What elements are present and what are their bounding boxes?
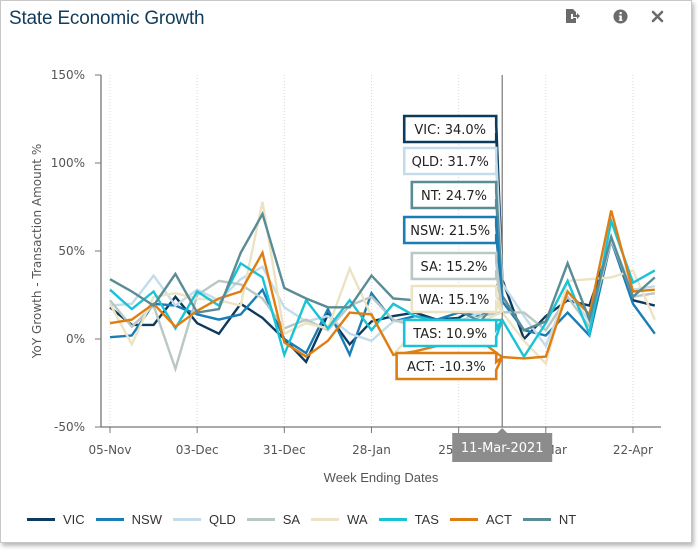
legend-swatch xyxy=(378,518,407,521)
chart-panel: State Economic Growth -50% 0% 50% 100% 150% 0… xyxy=(0,0,692,543)
legend-swatch xyxy=(27,518,55,521)
tooltip-nsw: NSW: 21.5% xyxy=(402,215,504,302)
tooltip-tas: TAS: 10.9% xyxy=(402,318,504,348)
close-icon[interactable] xyxy=(648,7,666,25)
x-tick-label: 03-Dec xyxy=(176,443,219,457)
axes: -50% 0% 50% 100% 150% 05-Nov 03-Dec 31-Dec 28-Ja… xyxy=(51,68,661,457)
legend-swatch xyxy=(311,518,340,521)
legend-label: TAS xyxy=(414,512,439,527)
legend-label: NSW xyxy=(131,512,163,527)
legend-label: VIC xyxy=(63,512,85,527)
legend: VIC NSW QLD SA WA TAS ACT NT xyxy=(27,512,587,527)
gridlines xyxy=(109,75,634,427)
line-chart[interactable]: -50% 0% 50% 100% 150% 05-Nov 03-Dec 31-Dec 28-Ja… xyxy=(1,1,698,501)
svg-text:NT: 24.7%: NT: 24.7% xyxy=(421,189,487,204)
hover-tooltips: VIC: 34.0% QLD: 31.7% NT: 24.7% NSW: 21.5% S… xyxy=(395,114,504,381)
x-tick-label: 05-Nov xyxy=(88,443,131,457)
svg-text:VIC: 34.0%: VIC: 34.0% xyxy=(414,123,486,138)
legend-swatch xyxy=(246,518,275,521)
legend-item-wa[interactable]: WA xyxy=(311,512,368,527)
series-line-tas[interactable] xyxy=(109,216,656,359)
legend-item-tas[interactable]: TAS xyxy=(378,512,439,527)
legend-item-act[interactable]: ACT xyxy=(449,512,512,527)
series-line-nt[interactable] xyxy=(109,210,656,332)
legend-swatch xyxy=(173,518,202,521)
svg-text:TAS: 10.9%: TAS: 10.9% xyxy=(412,327,487,342)
tooltip-act: ACT: -10.3% xyxy=(395,351,504,381)
y-tick-label: 0% xyxy=(66,332,85,346)
y-axis-label: YoY Growth - Transaction Amount % xyxy=(30,144,44,359)
tooltip-sa: SA: 15.2% xyxy=(410,251,504,313)
svg-text:SA: 15.2%: SA: 15.2% xyxy=(421,260,488,275)
legend-label: NT xyxy=(558,512,577,527)
x-hover-date: 11-Mar-2021 xyxy=(461,441,544,456)
legend-label: QLD xyxy=(209,512,236,527)
y-tick-label: 50% xyxy=(58,244,85,258)
svg-text:NSW: 21.5%: NSW: 21.5% xyxy=(410,224,490,239)
series-line-act[interactable] xyxy=(109,210,655,360)
x-tick-label: 28-Jan xyxy=(352,443,391,457)
y-tick-label: 100% xyxy=(51,156,85,170)
legend-label: SA xyxy=(282,512,301,527)
svg-text:QLD: 31.7%: QLD: 31.7% xyxy=(412,155,489,170)
legend-label: ACT xyxy=(485,512,512,527)
svg-text:WA: 15.1%: WA: 15.1% xyxy=(419,293,490,308)
x-hover-box xyxy=(452,428,553,462)
legend-label: WA xyxy=(347,512,368,527)
svg-text:ACT: -10.3%: ACT: -10.3% xyxy=(407,360,486,375)
tooltip-wa: WA: 15.1% xyxy=(410,284,504,314)
series-line-wa[interactable] xyxy=(108,201,656,366)
legend-swatch xyxy=(522,518,551,521)
x-axis-label: Week Ending Dates xyxy=(324,470,439,485)
panel-title: State Economic Growth xyxy=(9,8,205,29)
x-tick-label: 22-Apr xyxy=(613,443,653,457)
y-tick-label: 150% xyxy=(51,68,85,82)
y-tick-label: -50% xyxy=(54,420,85,434)
info-icon[interactable] xyxy=(611,7,629,25)
series-lines xyxy=(108,201,656,373)
legend-item-sa[interactable]: SA xyxy=(246,512,301,527)
legend-item-nt[interactable]: NT xyxy=(522,512,577,527)
legend-swatch xyxy=(449,518,478,521)
legend-item-vic[interactable]: VIC xyxy=(27,512,85,527)
x-tick-label: 31-Dec xyxy=(263,443,306,457)
export-icon[interactable] xyxy=(563,7,581,25)
legend-item-nsw[interactable]: NSW xyxy=(95,512,163,527)
legend-item-qld[interactable]: QLD xyxy=(173,512,236,527)
legend-swatch xyxy=(95,518,124,521)
x-hover-label: 11-Mar-2021 xyxy=(452,428,553,462)
